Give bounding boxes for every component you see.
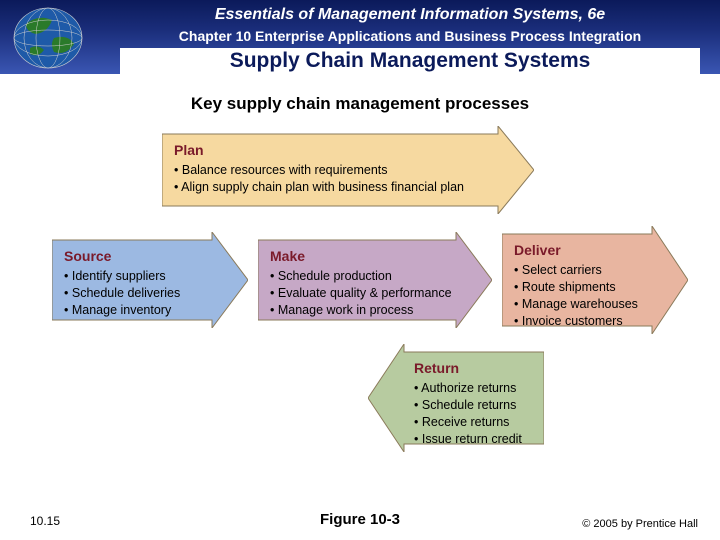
- bullet: Receive returns: [414, 414, 538, 431]
- process-diagram: PlanBalance resources with requirementsA…: [32, 120, 688, 466]
- arrow-title-deliver: Deliver: [514, 242, 648, 258]
- bullet: Authorize returns: [414, 380, 538, 397]
- arrow-return: Return Authorize returnsSchedule returnsR…: [368, 352, 544, 444]
- arrow-text-make: Make Schedule productionEvaluate quality …: [270, 248, 452, 319]
- globe-icon: [8, 4, 88, 72]
- bullet: Select carriers: [514, 262, 648, 279]
- section-title: Supply Chain Management Systems: [120, 48, 700, 76]
- arrow-bullets-deliver: Select carriersRoute shipmentsManage war…: [514, 262, 648, 330]
- chapter-label: Chapter 10 Enterprise Applications and B…: [120, 28, 700, 44]
- arrow-title-source: Source: [64, 248, 208, 264]
- bullet: Schedule production: [270, 268, 452, 285]
- arrow-bullets-source: Identify suppliersSchedule deliveriesMan…: [64, 268, 208, 319]
- bullet: Balance resources with requirements: [174, 162, 494, 179]
- arrow-bullets-return: Authorize returnsSchedule returnsReceive…: [414, 380, 538, 448]
- bullet: Evaluate quality & performance: [270, 285, 452, 302]
- arrow-deliver: Deliver Select carriersRoute shipmentsMan…: [502, 234, 688, 326]
- arrow-source: Source Identify suppliersSchedule deliver…: [52, 240, 248, 320]
- bullet: Manage warehouses: [514, 296, 648, 313]
- bullet: Align supply chain plan with business fi…: [174, 179, 494, 196]
- bullet: Issue return credit: [414, 431, 538, 448]
- bullet: Route shipments: [514, 279, 648, 296]
- arrow-text-source: Source Identify suppliersSchedule deliver…: [64, 248, 208, 319]
- arrow-title-make: Make: [270, 248, 452, 264]
- arrow-text-return: Return Authorize returnsSchedule returnsR…: [414, 360, 538, 448]
- slide-footer: 10.15 Figure 10-3 © 2005 by Prentice Hal…: [0, 504, 720, 540]
- arrow-title-plan: Plan: [174, 142, 494, 158]
- arrow-text-deliver: Deliver Select carriersRoute shipmentsMan…: [514, 242, 648, 330]
- subheading: Key supply chain management processes: [0, 94, 720, 114]
- arrow-text-plan: Plan Balance resources with requirementsA…: [174, 142, 494, 196]
- bullet: Invoice customers: [514, 313, 648, 330]
- book-title: Essentials of Management Information Sys…: [120, 6, 700, 24]
- bullet: Identify suppliers: [64, 268, 208, 285]
- copyright: © 2005 by Prentice Hall: [582, 518, 698, 530]
- arrow-plan: Plan Balance resources with requirementsA…: [162, 134, 534, 206]
- bullet: Schedule deliveries: [64, 285, 208, 302]
- arrow-bullets-make: Schedule productionEvaluate quality & pe…: [270, 268, 452, 319]
- bullet: Schedule returns: [414, 397, 538, 414]
- arrow-make: Make Schedule productionEvaluate quality …: [258, 240, 492, 320]
- arrow-title-return: Return: [414, 360, 538, 376]
- bullet: Manage work in process: [270, 302, 452, 319]
- bullet: Manage inventory: [64, 302, 208, 319]
- slide-header: Essentials of Management Information Sys…: [0, 0, 720, 74]
- arrow-bullets-plan: Balance resources with requirementsAlign…: [174, 162, 494, 196]
